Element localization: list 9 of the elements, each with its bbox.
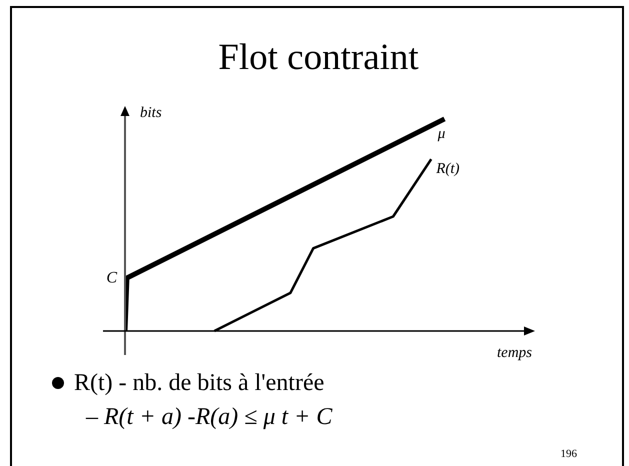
text: R(t) - nb. de bits à l'entrée — [74, 369, 324, 397]
series-label: R(t) — [435, 161, 460, 178]
y-axis-title: bits — [140, 105, 162, 121]
chart-title: Flot contraint — [218, 37, 419, 78]
text: C — [106, 270, 118, 287]
series-label: μ — [436, 126, 446, 142]
text: 196 — [560, 447, 577, 461]
x-axis-title: temps — [497, 345, 532, 362]
text: – R(t + a) -R(a) ≤ μ t + C — [86, 403, 332, 431]
